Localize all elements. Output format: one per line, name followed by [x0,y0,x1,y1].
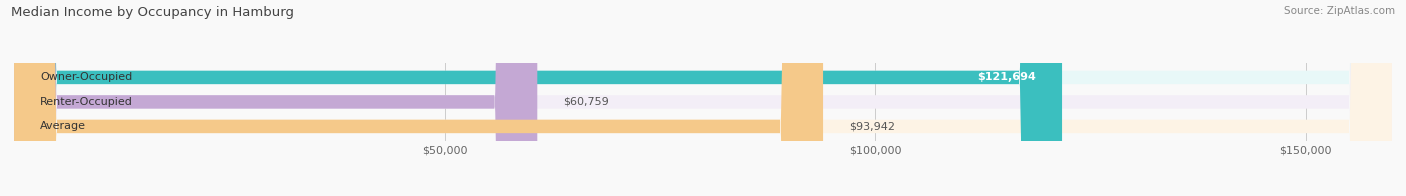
FancyBboxPatch shape [14,0,1392,196]
Text: Average: Average [39,121,86,132]
FancyBboxPatch shape [14,0,1392,196]
Text: Source: ZipAtlas.com: Source: ZipAtlas.com [1284,6,1395,16]
Text: Owner-Occupied: Owner-Occupied [39,72,132,83]
Text: $60,759: $60,759 [564,97,609,107]
FancyBboxPatch shape [14,0,1392,196]
Text: Median Income by Occupancy in Hamburg: Median Income by Occupancy in Hamburg [11,6,294,19]
FancyBboxPatch shape [14,0,1062,196]
FancyBboxPatch shape [14,0,537,196]
Text: $121,694: $121,694 [977,72,1036,83]
FancyBboxPatch shape [14,0,823,196]
Text: Renter-Occupied: Renter-Occupied [39,97,132,107]
Text: $93,942: $93,942 [849,121,894,132]
